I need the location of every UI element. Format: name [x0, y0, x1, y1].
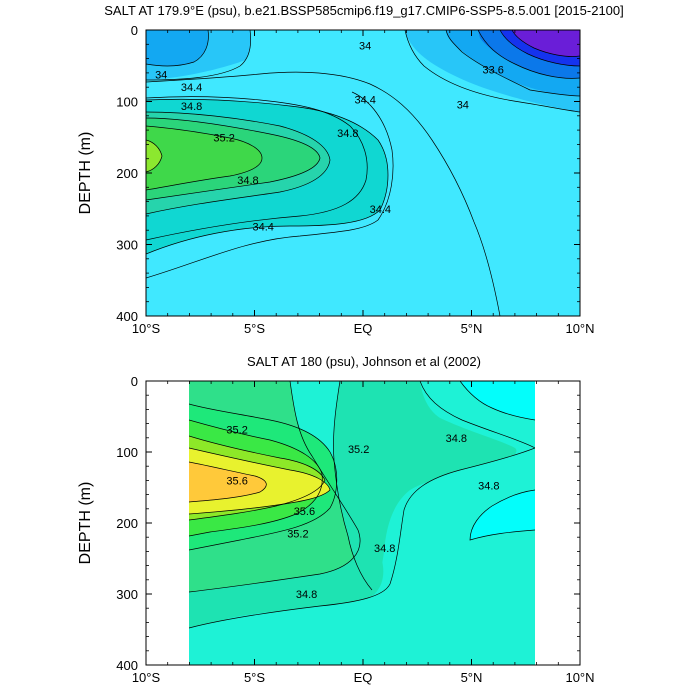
y-tick-label: 400	[116, 658, 138, 673]
bottom-band-top-right-34.6	[460, 381, 535, 420]
contour-label: 34.8	[337, 128, 358, 140]
contour-label: 35.6	[226, 475, 247, 487]
top-contour-panel: SALT AT 179.9°E (psu), b.e21.BSSP585cmip…	[77, 3, 624, 336]
contour-label: 35.2	[213, 132, 234, 144]
top-contour-labels: 34 33.6 34 34.4 34.4 34 34.8 35.2 34.8 34.8 34.4 34…	[155, 41, 504, 234]
top-band-core-green	[146, 126, 262, 190]
y-tick-label: 300	[116, 238, 138, 253]
bottom-band-36.0	[189, 462, 267, 502]
y-tick-label: 200	[116, 166, 138, 181]
contour-label: 35.6	[294, 506, 315, 518]
x-tick-label: 5°S	[244, 321, 265, 336]
top-x-axis: 10°S 5°S EQ 5°N 10°N	[132, 30, 595, 336]
top-band-upper-left-2	[146, 30, 209, 66]
bottom-contour-panel: SALT AT 180 (psu), Johnson et al (2002)	[77, 354, 595, 685]
x-tick-label: EQ	[354, 670, 373, 685]
contour-label: 35.2	[287, 529, 308, 541]
contour-label: 35.2	[226, 424, 247, 436]
x-tick-label: 5°N	[461, 670, 483, 685]
contour-label: 34.8	[478, 480, 499, 492]
y-tick-label: 300	[116, 587, 138, 602]
contour-label: 34.8	[374, 543, 395, 555]
bottom-panel-title: SALT AT 180 (psu), Johnson et al (2002)	[247, 354, 481, 369]
bottom-contour-labels: 35.2 35.2 34.8 35.6 34.8 35.6 35.2 34.8 34.8	[226, 424, 499, 601]
contour-label: 34	[359, 41, 371, 53]
top-band-34.0-34.4	[146, 30, 580, 316]
top-contour-lines	[146, 30, 580, 316]
top-y-axis-label: DEPTH (m)	[77, 132, 94, 215]
contour-label: 34.8	[296, 589, 317, 601]
contour-label: 34.4	[181, 82, 202, 94]
top-band-ur-core	[512, 30, 580, 57]
contour-label: 34.4	[370, 204, 391, 216]
contour-label: 35.2	[348, 444, 369, 456]
top-y-axis: 0 100 200 300 400	[116, 23, 580, 324]
y-tick-label: 200	[116, 516, 138, 531]
bottom-band-right-35.0	[333, 381, 517, 590]
bottom-y-axis-label: DEPTH (m)	[77, 482, 94, 565]
contour-label: 34.8	[181, 101, 202, 113]
contour-label: 34	[457, 99, 469, 111]
contour-label: 34.4	[252, 222, 273, 234]
y-tick-label: 0	[131, 23, 138, 38]
bottom-band-lower-right-34.6	[470, 490, 535, 540]
x-tick-label: 10°N	[565, 321, 594, 336]
y-tick-label: 100	[116, 445, 138, 460]
x-tick-label: 10°N	[565, 670, 594, 685]
top-band-lower-left	[146, 92, 394, 316]
x-tick-label: 10°S	[132, 321, 161, 336]
x-tick-label: 5°S	[244, 670, 265, 685]
y-tick-label: 400	[116, 309, 138, 324]
bottom-contour-lines	[189, 381, 535, 629]
x-tick-label: 10°S	[132, 670, 161, 685]
y-tick-label: 0	[131, 374, 138, 389]
x-tick-label: EQ	[354, 321, 373, 336]
bottom-x-axis: 10°S 5°S EQ 5°N 10°N	[132, 381, 595, 685]
contour-label: 34	[155, 69, 167, 81]
contour-label: 33.6	[482, 64, 503, 76]
contour-label: 34.4	[354, 94, 375, 106]
x-tick-label: 5°N	[461, 321, 483, 336]
bottom-contour-fill	[189, 381, 535, 665]
contour-label: 34.8	[237, 175, 258, 187]
y-tick-label: 100	[116, 95, 138, 110]
contour-label: 34.8	[446, 433, 467, 445]
bottom-band-right-34.8	[189, 381, 535, 665]
top-panel-title: SALT AT 179.9°E (psu), b.e21.BSSP585cmip…	[104, 3, 624, 18]
top-contour-fill	[146, 30, 580, 316]
bottom-y-axis: 0 100 200 300 400	[116, 374, 580, 673]
